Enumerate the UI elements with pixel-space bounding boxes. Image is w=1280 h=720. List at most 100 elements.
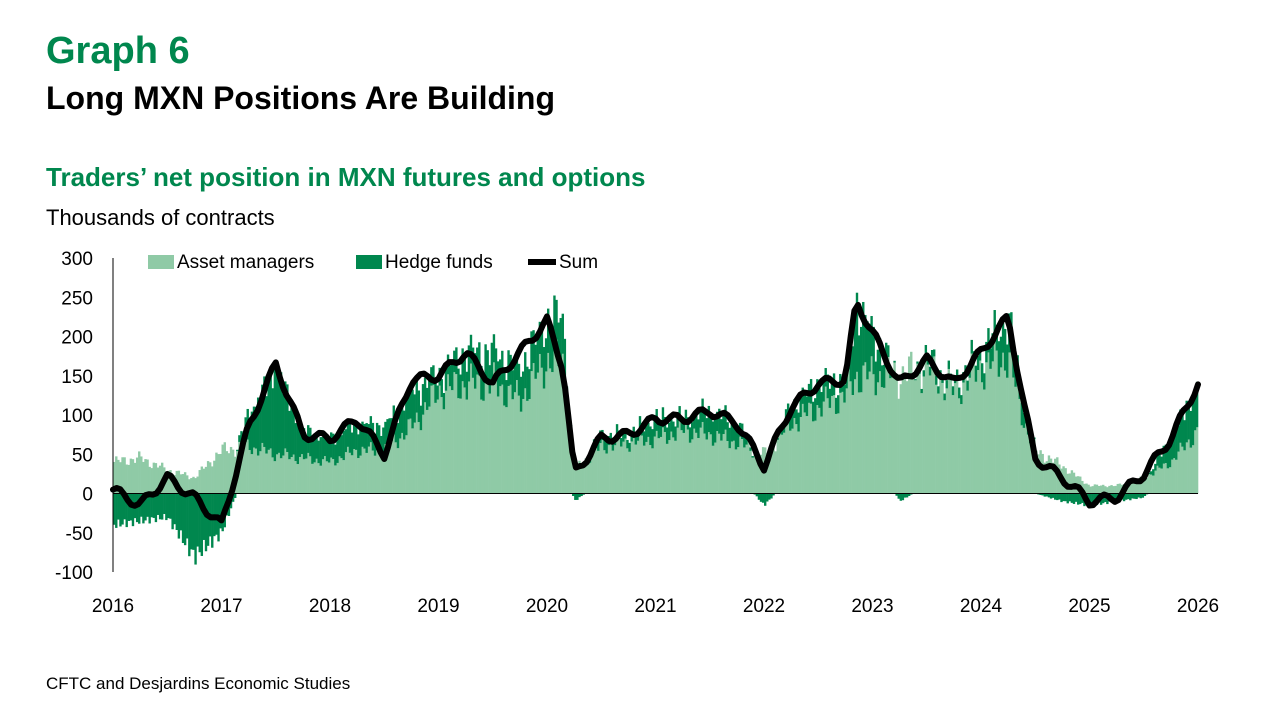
y-tick-label: 250 — [61, 288, 93, 309]
hedge-funds-bar — [444, 367, 448, 391]
asset-managers-bar — [400, 432, 404, 494]
asset-managers-bar — [1175, 459, 1178, 494]
asset-managers-bar — [221, 444, 224, 494]
hedge-funds-bar — [196, 493, 199, 547]
hedge-funds-bar — [532, 330, 535, 364]
hedge-funds-bar — [642, 431, 646, 446]
asset-managers-bar — [473, 388, 477, 494]
hedge-funds-bar — [536, 330, 539, 373]
asset-managers-bar — [1043, 462, 1046, 494]
x-tick-label: 2017 — [200, 596, 242, 617]
hedge-funds-bar — [634, 433, 638, 445]
asset-managers-bar — [601, 440, 604, 494]
asset-managers-bar — [797, 431, 800, 494]
asset-managers-bar — [1154, 470, 1157, 494]
asset-managers-bar — [1118, 483, 1122, 494]
asset-managers-bar — [826, 398, 829, 494]
asset-managers-bar — [144, 459, 147, 494]
hedge-funds-bar — [286, 384, 289, 452]
asset-managers-bar — [807, 402, 811, 494]
hedge-funds-bar — [981, 363, 984, 383]
x-tick-label: 2020 — [526, 596, 568, 617]
x-tick-label: 2019 — [417, 596, 459, 617]
hedge-funds-bar — [256, 397, 260, 456]
hedge-funds-bar — [409, 384, 412, 419]
hedge-funds-bar — [1054, 493, 1057, 500]
hedge-funds-bar — [755, 493, 759, 497]
asset-managers-bar — [544, 371, 548, 494]
asset-managers-bar — [993, 338, 996, 494]
asset-managers-bar — [1091, 486, 1094, 494]
hedge-funds-bar — [1193, 390, 1197, 431]
hedge-funds-bar — [384, 421, 387, 444]
asset-managers-bar — [1049, 458, 1053, 494]
hedge-funds-bar — [907, 493, 911, 496]
hedge-funds-bar — [820, 392, 823, 417]
hedge-funds-bar — [192, 493, 195, 550]
hedge-funds-bar — [665, 427, 669, 444]
asset-managers-bar — [219, 453, 222, 494]
asset-managers-bar — [955, 377, 959, 494]
asset-managers-bar — [465, 399, 469, 494]
hedge-funds-bar — [171, 493, 174, 530]
asset-managers-bar — [246, 439, 249, 494]
asset-managers-bar — [1195, 427, 1199, 494]
asset-managers-bar — [580, 465, 583, 494]
asset-managers-bar — [534, 378, 537, 494]
asset-managers-bar — [327, 462, 331, 494]
hedge-funds-bar — [866, 321, 869, 380]
hedge-funds-bar — [407, 388, 410, 420]
asset-managers-bar — [1010, 349, 1013, 494]
hedge-funds-bar — [624, 431, 627, 439]
hedge-funds-bar — [505, 380, 508, 408]
asset-managers-bar — [296, 464, 300, 494]
asset-managers-bar — [916, 363, 919, 494]
asset-managers-bar — [269, 448, 272, 494]
hedge-funds-bar — [432, 365, 435, 385]
asset-managers-bar — [770, 442, 773, 494]
asset-managers-bar — [252, 447, 256, 494]
hedge-funds-bar — [978, 346, 982, 361]
asset-managers-bar — [515, 380, 519, 494]
asset-managers-bar — [338, 456, 341, 494]
hedge-funds-bar — [186, 493, 189, 539]
hedge-funds-bar — [415, 378, 418, 413]
hedge-funds-bar — [615, 424, 619, 436]
hedge-funds-bar — [1160, 456, 1163, 469]
asset-managers-bar — [676, 427, 679, 494]
asset-managers-bar — [609, 444, 612, 494]
asset-managers-bar — [780, 434, 784, 494]
asset-managers-bar — [256, 455, 260, 494]
hedge-funds-bar — [899, 493, 903, 501]
hedge-funds-bar — [1170, 437, 1174, 460]
asset-managers-bar — [1104, 486, 1107, 494]
hedge-funds-bar — [795, 409, 798, 425]
hedge-funds-bar — [707, 405, 711, 433]
asset-managers-bar — [670, 431, 673, 494]
asset-managers-bar — [1150, 474, 1153, 494]
hedge-funds-bar — [864, 314, 867, 363]
hedge-funds-bar — [991, 333, 994, 362]
asset-managers-bar — [380, 457, 383, 494]
asset-managers-bar — [436, 399, 439, 494]
asset-managers-bar — [388, 447, 391, 494]
hedge-funds-bar — [181, 493, 185, 544]
hedge-funds-bar — [515, 352, 519, 381]
hedge-funds-bar — [1047, 493, 1051, 498]
hedge-funds-bar — [789, 417, 792, 431]
asset-managers-bar — [816, 405, 819, 494]
asset-managers-bar — [248, 450, 252, 494]
hedge-funds-bar — [248, 421, 252, 451]
hedge-funds-bar — [484, 344, 487, 380]
hedge-funds-bar — [1133, 493, 1136, 499]
asset-managers-bar — [747, 441, 750, 494]
asset-managers-bar — [926, 364, 930, 494]
hedge-funds-bar — [386, 419, 389, 443]
asset-managers-bar — [1045, 461, 1049, 494]
asset-managers-bar — [1018, 398, 1021, 494]
hedge-funds-bar — [1089, 493, 1092, 507]
asset-managers-bar — [720, 440, 723, 494]
hedge-funds-bar — [682, 421, 686, 433]
asset-managers-bar — [350, 455, 354, 494]
asset-managers-bar — [348, 452, 352, 494]
